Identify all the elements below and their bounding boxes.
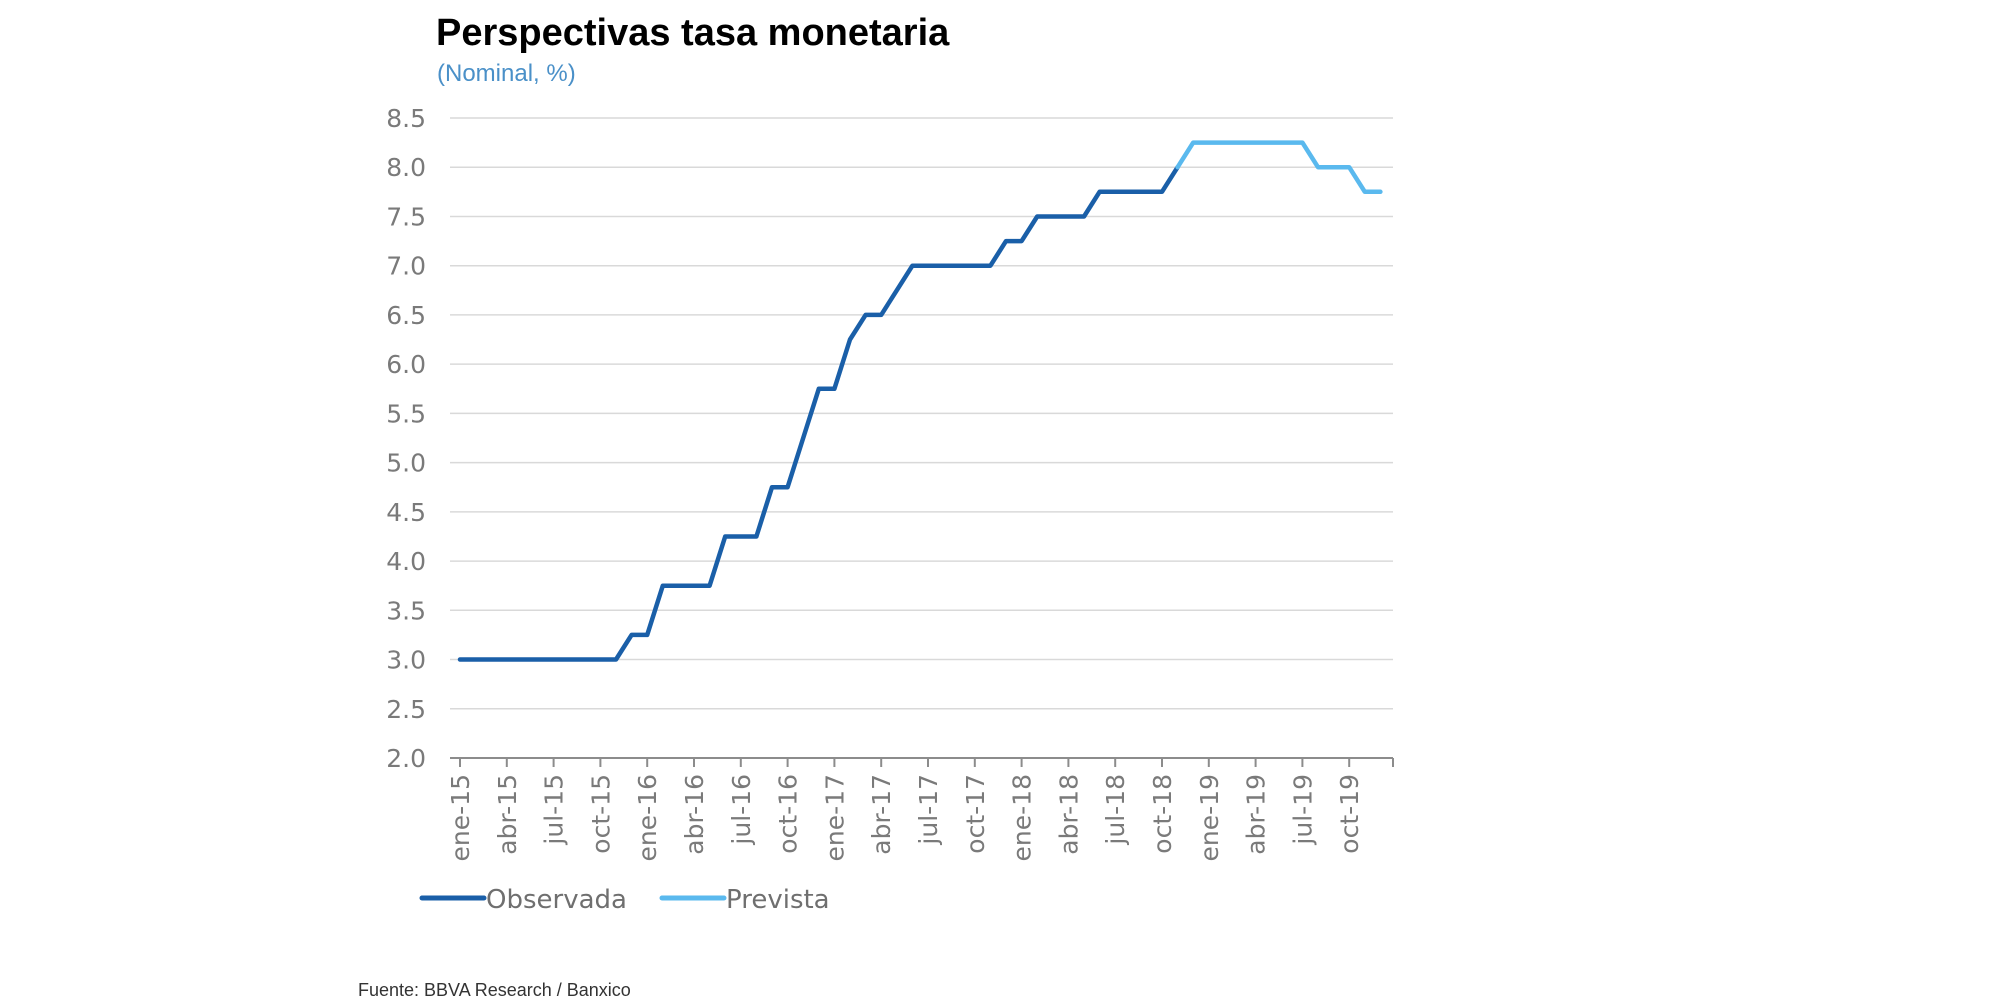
y-tick-label: 8.5 xyxy=(386,104,426,133)
y-axis: 8.5 8.0 7.5 7.0 6.5 6.0 5.5 5.0 4.5 4.0 3.5 3.0 2.5 2… xyxy=(386,104,426,773)
y-tick-label: 5.0 xyxy=(386,449,426,478)
x-tick-label: jul-18 xyxy=(1101,774,1130,846)
y-tick-label: 7.0 xyxy=(386,252,426,281)
y-tick-label: 2.5 xyxy=(386,695,426,724)
x-tick-label: abr-17 xyxy=(867,774,896,855)
series-lines xyxy=(457,140,1383,662)
legend: Observada Prevista xyxy=(419,885,830,915)
y-tick-label: 3.5 xyxy=(386,596,426,625)
grid-lines xyxy=(450,117,1393,710)
legend-label: Prevista xyxy=(726,885,830,915)
series-line-observada xyxy=(457,164,1180,662)
chart-title: Perspectivas tasa monetaria xyxy=(436,12,950,54)
x-tick-label: abr-18 xyxy=(1054,774,1083,855)
x-tick-label: ene-17 xyxy=(820,774,849,861)
y-tick-label: 8.0 xyxy=(386,153,426,182)
x-tick-label: oct-19 xyxy=(1335,774,1364,854)
chart-subtitle: (Nominal, %) xyxy=(437,60,576,87)
x-tick-label: abr-16 xyxy=(680,774,709,855)
x-tick-label: ene-16 xyxy=(633,774,662,861)
y-tick-label: 2.0 xyxy=(386,744,426,773)
series-line-prevista xyxy=(1175,140,1383,195)
legend-label: Observada xyxy=(486,885,627,915)
y-tick-label: 7.5 xyxy=(386,202,426,231)
y-tick-label: 6.5 xyxy=(386,301,426,330)
y-tick-label: 4.0 xyxy=(386,547,426,576)
x-tick-label: ene-18 xyxy=(1008,774,1037,861)
x-tick-label: oct-16 xyxy=(774,774,803,854)
x-tick-label: ene-19 xyxy=(1195,774,1224,861)
y-tick-label: 5.5 xyxy=(386,399,426,428)
x-tick-label: jul-16 xyxy=(727,774,756,846)
x-tick-label: oct-18 xyxy=(1148,774,1177,854)
x-tick-label: jul-15 xyxy=(540,774,569,846)
x-tick-label: jul-19 xyxy=(1288,774,1317,846)
x-axis: ene-15 abr-15 jul-15 oct-15 ene-16 abr-16 jul-… xyxy=(446,757,1394,861)
x-tick-label: abr-15 xyxy=(493,774,522,855)
x-tick-label: oct-15 xyxy=(586,774,615,854)
source-note: Fuente: BBVA Research / Banxico xyxy=(358,980,631,1000)
x-tick-label: jul-17 xyxy=(914,774,943,846)
y-tick-label: 3.0 xyxy=(386,646,426,675)
y-tick-label: 4.5 xyxy=(386,498,426,527)
x-tick-label: oct-17 xyxy=(961,774,990,854)
x-tick-label: abr-19 xyxy=(1242,774,1271,855)
x-tick-label: ene-15 xyxy=(446,774,475,861)
y-tick-label: 6.0 xyxy=(386,350,426,379)
